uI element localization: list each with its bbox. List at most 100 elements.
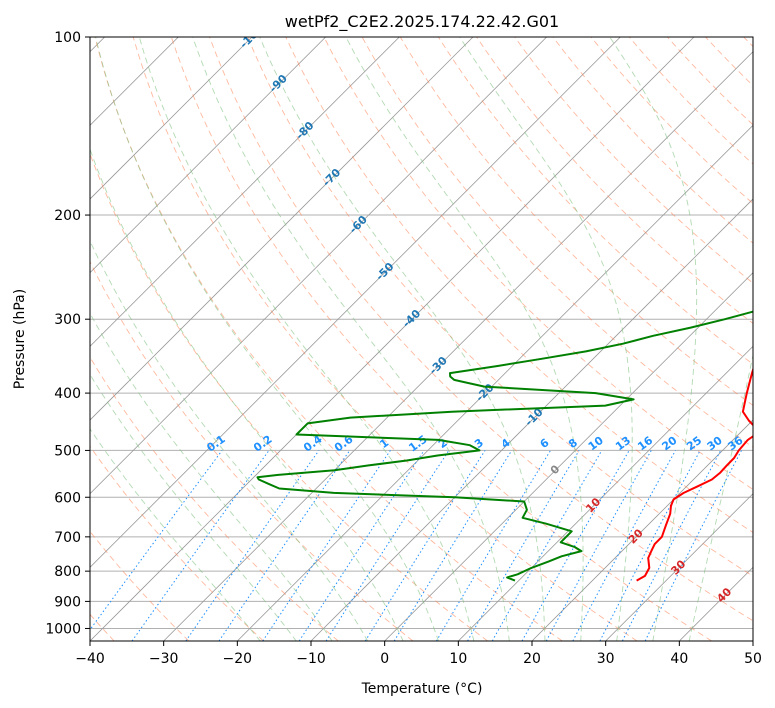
isotherm-line (384, 272, 753, 641)
x-tick-label: 20 (523, 651, 541, 667)
y-tick-label: 400 (54, 386, 81, 402)
dry-adiabat (361, 37, 753, 448)
mixing-ratio-line (325, 450, 450, 641)
x-tick-label: 50 (744, 651, 762, 667)
isotherm-line (605, 493, 753, 641)
mixing-ratio-label: 8 (566, 436, 580, 451)
dewpoint-profile (256, 310, 753, 582)
dry-adiabat (438, 37, 753, 365)
y-tick-label: 1000 (45, 621, 81, 637)
dry-adiabat (743, 37, 753, 48)
isotherm-label: -60 (347, 213, 370, 236)
dry-adiabat (590, 37, 753, 205)
dry-adiabat (90, 260, 414, 641)
isotherm-line (163, 51, 753, 641)
isotherm-label: -40 (400, 307, 423, 330)
background-lines (90, 37, 753, 641)
y-tick-label: 300 (54, 312, 81, 328)
mixing-ratio-label: 6 (538, 436, 552, 451)
dry-adiabat (285, 37, 753, 534)
profile-lines (256, 310, 753, 582)
dry-adiabat (247, 37, 753, 577)
mixing-ratio-line (393, 450, 513, 641)
mixing-ratio-line (572, 450, 676, 641)
mixing-ratio-line (218, 450, 351, 641)
mixing-ratio-line (599, 450, 701, 641)
mixing-ratio-line (185, 450, 320, 641)
isotherm-line (237, 124, 753, 641)
isotherm-label: 0 (548, 462, 563, 477)
mixing-ratio-line (435, 450, 552, 641)
isotherm-label: 40 (714, 585, 734, 605)
moist-adiabat (90, 373, 297, 641)
dry-adiabat (94, 37, 563, 641)
x-tick-label: 10 (449, 651, 467, 667)
dry-adiabat (514, 37, 753, 284)
mixing-ratio-label: 1.5 (406, 433, 429, 455)
x-axis: −40 −30 −20 −10 0 10 20 30 40 50 (75, 641, 762, 667)
mixing-ratio-line (298, 450, 425, 641)
y-axis-title: Pressure (hPa) (12, 289, 28, 389)
mixing-ratio-label: 0.2 (251, 433, 274, 455)
moist-adiabat (259, 37, 546, 641)
y-tick-label: 100 (54, 30, 81, 46)
dry-adiabat (552, 37, 753, 244)
plot-area: -100-90-80-70-60-50-40-30-20-10010203040… (90, 37, 753, 641)
x-tick-label: 40 (670, 651, 688, 667)
x-tick-label: 0 (380, 651, 389, 667)
isotherm-line (752, 640, 753, 641)
mixing-ratio-label: 3 (472, 436, 486, 451)
isotherm-line (90, 37, 400, 347)
mixing-ratio-line (364, 450, 486, 641)
mixing-ratio-line (521, 450, 630, 641)
isotherm-line (90, 37, 621, 568)
dry-adiabat (705, 37, 753, 87)
isotherm-label: -80 (293, 119, 316, 142)
moist-adiabat (90, 147, 404, 641)
mixing-ratio-line (90, 450, 223, 631)
isotherm-line (90, 37, 547, 495)
moist-adiabat (90, 239, 369, 641)
y-tick-label: 600 (54, 490, 81, 506)
mixing-ratio-line (262, 450, 391, 641)
y-tick-label: 900 (54, 594, 81, 610)
chart-title: wetPf2_C2E2.2025.174.22.42.G01 (285, 12, 559, 32)
moist-adiabat (609, 37, 698, 641)
moist-adiabat (138, 37, 475, 641)
x-tick-label: −20 (223, 651, 253, 667)
isotherm-line (90, 37, 474, 421)
dry-adiabat (90, 445, 264, 641)
isotherm-label: 10 (583, 495, 603, 515)
dry-adiabat (170, 37, 712, 641)
dry-adiabat (90, 152, 488, 641)
isotherm-label: -90 (267, 72, 290, 95)
isotherm-label: -50 (373, 260, 396, 283)
mixing-ratio-line (545, 450, 652, 641)
dry-adiabat (90, 356, 339, 641)
isotherm-line (90, 37, 253, 200)
x-tick-label: −10 (296, 651, 326, 667)
moist-adiabat (345, 37, 584, 641)
isotherm-line (458, 345, 753, 641)
y-tick-label: 800 (54, 564, 81, 580)
mixing-ratio-line (131, 450, 270, 641)
isotherm-line (90, 37, 326, 274)
dry-adiabat (323, 37, 753, 491)
plot-frame (89, 36, 754, 642)
moist-adiabat (95, 37, 439, 641)
mixing-ratio-label: 0.1 (204, 433, 227, 455)
dry-adiabat (628, 37, 753, 165)
y-tick-label: 700 (54, 530, 81, 546)
dry-adiabat (399, 37, 753, 406)
x-axis-title: Temperature (°C) (361, 681, 483, 697)
x-tick-label: −40 (75, 651, 105, 667)
isotherm-line (310, 198, 753, 641)
temperature-profile (636, 366, 753, 582)
dry-adiabat (476, 37, 753, 325)
moist-adiabat (688, 353, 753, 641)
isotherm-line (90, 37, 695, 641)
dry-adiabat (209, 37, 753, 622)
mixing-ratio-line (644, 450, 742, 641)
dry-adiabat (667, 37, 753, 126)
